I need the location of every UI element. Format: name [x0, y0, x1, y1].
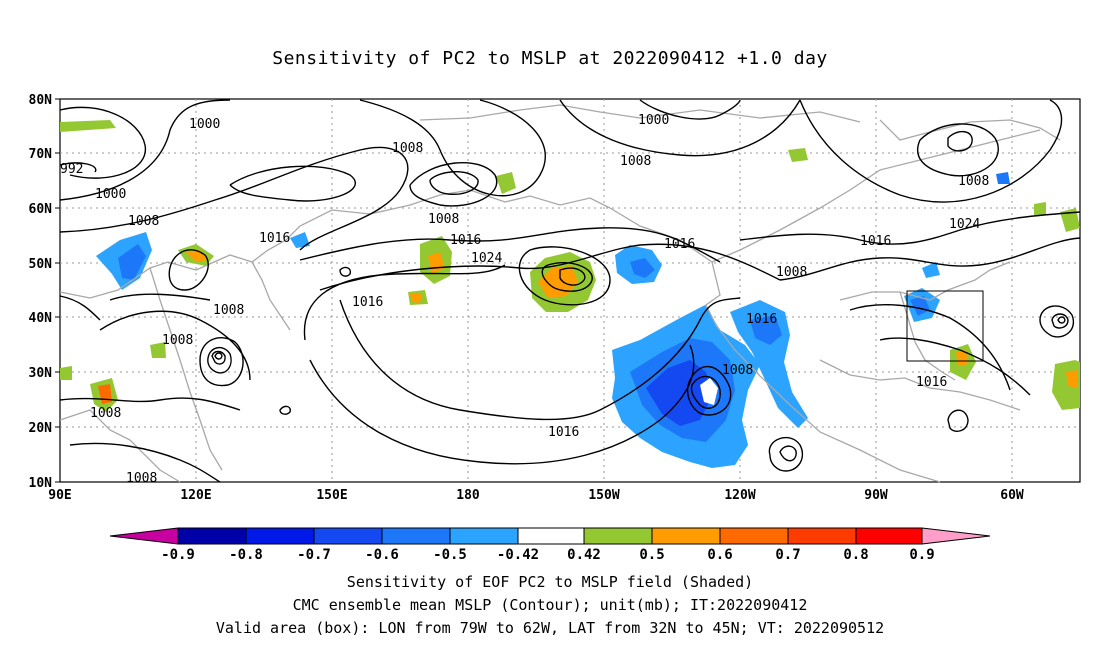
contour-label: 1008 — [213, 303, 244, 318]
contour-label: 1000 — [189, 117, 220, 132]
footer-line-2: CMC ensemble mean MSLP (Contour); unit(m… — [292, 596, 808, 614]
lat-label: 20N — [29, 421, 53, 436]
contour-label: 1008 — [126, 471, 157, 486]
contour-label: 1016 — [860, 234, 891, 249]
colorbar-cell — [178, 528, 246, 544]
colorbar-label: 0.42 — [567, 547, 601, 563]
contour-label: 1000 — [638, 113, 669, 128]
lon-label: 60W — [1000, 488, 1024, 503]
colorbar-label: -0.7 — [297, 547, 331, 563]
contour-label: 1008 — [620, 154, 651, 169]
contour-label: 1008 — [128, 214, 159, 229]
contour-label: 1008 — [162, 333, 193, 348]
colorbar-cell — [720, 528, 788, 544]
lon-label: 180 — [456, 488, 480, 503]
lat-label: 40N — [29, 311, 53, 326]
footer-line-1: Sensitivity of EOF PC2 to MSLP field (Sh… — [346, 573, 754, 591]
colorbar-label: 0.9 — [909, 547, 934, 563]
contour-label: 1016 — [352, 295, 383, 310]
colorbar-cell — [518, 528, 584, 544]
colorbar-label: 0.8 — [843, 547, 868, 563]
footer-line-3: Valid area (box): LON from 79W to 62W, L… — [215, 619, 885, 637]
contour-label: 1008 — [428, 212, 459, 227]
colorbar-cell — [450, 528, 518, 544]
contour-label: 1016 — [916, 375, 947, 390]
colorbar-label: -0.6 — [365, 547, 399, 563]
contour-label: 1016 — [259, 231, 290, 246]
contour-label: 1008 — [722, 363, 753, 378]
lat-label: 80N — [29, 93, 53, 108]
colorbar-label: 0.6 — [707, 547, 732, 563]
contour-label: 1016 — [450, 233, 481, 248]
colorbar-cell — [314, 528, 382, 544]
contour-label: 1024 — [471, 251, 502, 266]
contour-label: 1000 — [95, 187, 126, 202]
contour-label: 1016 — [664, 237, 695, 252]
colorbar-cell — [246, 528, 314, 544]
mslp-contours — [59, 99, 1081, 483]
valid-area-box — [906, 290, 984, 362]
lon-label: 150W — [588, 488, 619, 503]
lat-label: 10N — [29, 476, 53, 491]
contour-label: 992 — [60, 162, 83, 177]
lat-label: 30N — [29, 366, 53, 381]
colorbar-label: -0.9 — [161, 547, 195, 563]
contour-label: 1008 — [90, 406, 121, 421]
colorbar-cell — [922, 528, 990, 544]
colorbar-cell — [110, 528, 178, 544]
lat-label: 70N — [29, 147, 53, 162]
colorbar-label: 0.7 — [775, 547, 800, 563]
colorbar-cell — [856, 528, 922, 544]
contour-label: 1024 — [949, 217, 980, 232]
map-title: Sensitivity of PC2 to MSLP at 2022090412… — [272, 48, 828, 69]
colorbar-label: -0.8 — [229, 547, 263, 563]
colorbar-label: -0.5 — [433, 547, 467, 563]
colorbar: -0.9 -0.8 -0.7 -0.6 -0.5 -0.42 0.42 0.5 … — [109, 527, 991, 563]
colorbar-label: -0.42 — [497, 547, 539, 563]
lon-label: 150E — [316, 488, 347, 503]
contour-label: 1008 — [392, 141, 423, 156]
contour-label: 1008 — [958, 174, 989, 189]
colorbar-cell — [382, 528, 450, 544]
contour-label: 1016 — [548, 425, 579, 440]
colorbar-label: 0.5 — [639, 547, 664, 563]
colorbar-cell — [652, 528, 720, 544]
lat-label: 60N — [29, 202, 53, 217]
colorbar-cell — [584, 528, 652, 544]
colorbar-cell — [788, 528, 856, 544]
contour-label: 1016 — [746, 312, 777, 327]
lat-label: 50N — [29, 257, 53, 272]
lon-label: 120W — [724, 488, 755, 503]
lon-label: 120E — [180, 488, 211, 503]
contour-label: 1008 — [776, 265, 807, 280]
lon-label: 90W — [864, 488, 888, 503]
lon-label: 90E — [48, 488, 71, 503]
